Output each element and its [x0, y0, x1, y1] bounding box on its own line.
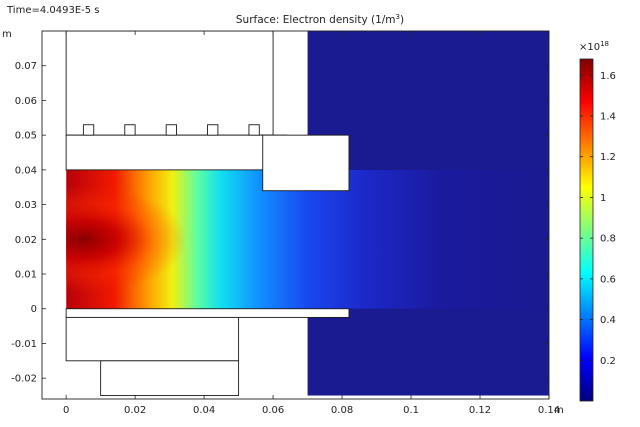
plot-area: 0 0.02 0.04 0.06 0.08 0.1 0.12 0.14 -0.02 -0.01 0…	[2, 29, 564, 416]
colorbar-tick-label: 1	[600, 193, 606, 204]
x-tick-label: 0.02	[124, 405, 146, 416]
y-tick-label: 0.07	[15, 61, 37, 72]
colorbar-tick-label: 1.4	[600, 112, 616, 123]
plot-frame	[41, 30, 550, 400]
y-axis-unit: m	[2, 29, 12, 40]
colorbar-tick-label: 0.4	[600, 315, 616, 326]
x-tick-label: 0.08	[331, 405, 353, 416]
lower-foot	[100, 360, 240, 396]
x-axis-unit: m	[554, 405, 564, 416]
upper-plate	[65, 134, 288, 171]
upper-step	[262, 134, 350, 192]
colorbar-tick-label: 0.8	[600, 234, 616, 245]
x-tick-label: 0	[63, 405, 69, 416]
x-tick-label: 0.14	[538, 405, 560, 416]
colorbar-multiplier: ×1018	[579, 40, 609, 53]
electrode-bump-2	[124, 124, 136, 136]
electrode-bump-4	[207, 124, 219, 136]
y-tick-label: 0.01	[15, 270, 37, 281]
electrode-bump-3	[165, 124, 177, 136]
x-tick-label: 0.12	[469, 405, 491, 416]
colorbar-gradient	[579, 58, 594, 402]
colorbar-tick-label: 1.2	[600, 152, 616, 163]
y-axis: -0.02 -0.01 0 0.01 0.02 0.03 0.04 0.05 0.06 0.07	[11, 61, 549, 385]
y-tick-label: 0	[31, 304, 37, 315]
density-peak	[66, 185, 187, 294]
time-label: Time=4.0493E-5 s	[6, 5, 100, 16]
lower-plate	[65, 308, 350, 318]
y-tick-label: 0.03	[15, 200, 37, 211]
colorbar-tick-label: 0.2	[600, 356, 616, 367]
y-tick-label: -0.01	[11, 339, 37, 350]
lower-block	[65, 316, 240, 362]
x-axis: 0 0.02 0.04 0.06 0.08 0.1 0.12 0.14	[63, 31, 560, 416]
y-tick-label: 0.02	[15, 235, 37, 246]
colorbar-tick-label: 1.6	[600, 71, 616, 82]
colorbar-ticks: 0.2 0.4 0.6 0.8 1 1.2 1.4 1.6	[580, 71, 616, 367]
y-tick-label: -0.02	[11, 374, 37, 385]
y-tick-label: 0.05	[15, 131, 37, 142]
colorbar: ×1018 0.2 0.4 0.6 0.8 1 1.2 1.4 1.6	[579, 40, 616, 402]
upper-block	[65, 31, 274, 136]
y-tick-label: 0.04	[15, 165, 37, 176]
device-geometry	[65, 31, 350, 396]
x-tick-label: 0.06	[262, 405, 284, 416]
y-tick-label: 0.06	[15, 96, 37, 107]
x-tick-label: 0.1	[403, 405, 419, 416]
colorbar-tick-label: 0.6	[600, 274, 616, 285]
electrode-bump-1	[82, 124, 95, 136]
chart-title: Surface: Electron density (1/m3)	[236, 13, 404, 26]
x-tick-label: 0.04	[193, 405, 215, 416]
electrode-bump-5	[248, 124, 260, 136]
